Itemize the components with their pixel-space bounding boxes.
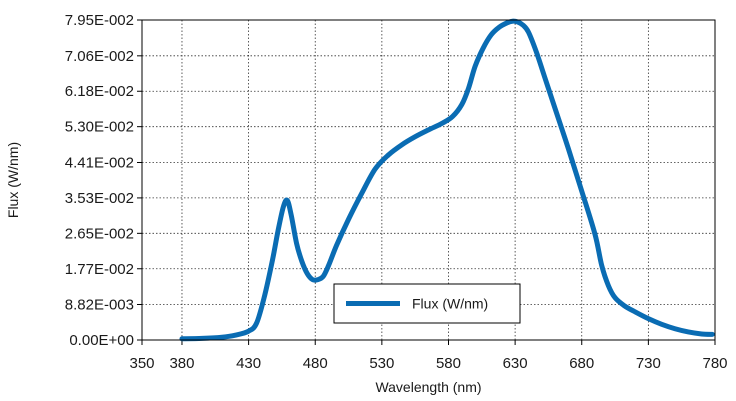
x-axis-ticks: 350 380 430 480 530 580 630 680 730 780	[129, 340, 728, 372]
legend: Flux (W/nm)	[333, 283, 521, 324]
y-axis-label: Flux (W/nm)	[5, 142, 21, 218]
plot-border	[141, 19, 716, 341]
x-tick-label: 350	[129, 355, 154, 372]
flux-series-line	[179, 18, 715, 342]
y-tick-label: 8.82E-003	[65, 296, 134, 313]
y-tick-label: 4.41E-002	[65, 154, 134, 171]
x-tick-label: 380	[169, 355, 194, 372]
x-tick-label: 480	[303, 355, 328, 372]
y-tick-label: 3.53E-002	[65, 190, 134, 207]
y-axis-ticks: 0.00E+00 8.82E-003 1.77E-002 2.65E-002 3.53E…	[65, 12, 142, 349]
y-tick-label: 1.77E-002	[65, 261, 134, 278]
y-tick-label: 5.30E-002	[65, 119, 134, 136]
y-tick-label: 2.65E-002	[65, 225, 134, 242]
x-tick-label: 430	[236, 355, 261, 372]
x-axis-label: Wavelength (nm)	[375, 379, 481, 395]
x-tick-label: 730	[636, 355, 661, 372]
x-tick-label: 530	[369, 355, 394, 372]
y-tick-label: 0.00E+00	[69, 332, 134, 349]
y-tick-label: 6.18E-002	[65, 83, 134, 100]
x-tick-label: 780	[702, 355, 727, 372]
legend-label: Flux (W/nm)	[412, 296, 488, 312]
x-tick-label: 580	[436, 355, 461, 372]
x-tick-label: 680	[569, 355, 594, 372]
x-tick-label: 630	[503, 355, 528, 372]
y-tick-label: 7.06E-002	[65, 48, 134, 65]
y-tick-label: 7.95E-002	[65, 12, 134, 29]
